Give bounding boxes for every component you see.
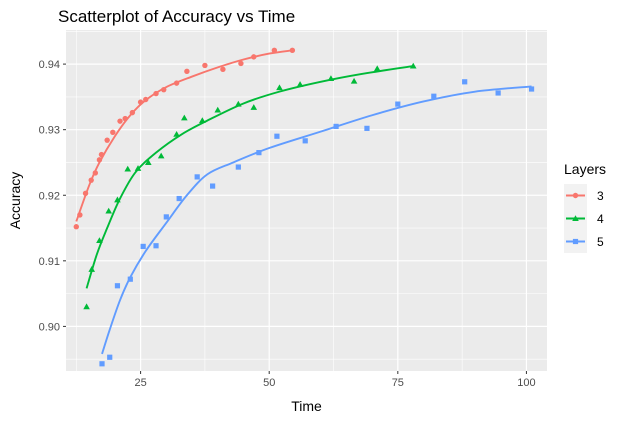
data-point-layers-5: [364, 125, 370, 131]
data-point-layers-3: [143, 96, 149, 103]
data-point-layers-5: [495, 90, 501, 96]
data-point-layers-4: [199, 117, 206, 123]
data-point-layers-5: [114, 283, 121, 289]
data-point-layers-4: [373, 65, 381, 72]
data-point-layers-3: [98, 151, 105, 158]
data-points: [73, 47, 535, 367]
data-point-layers-4: [235, 100, 242, 107]
data-point-layers-4: [181, 114, 188, 121]
data-point-layers-3: [153, 90, 159, 97]
data-point-layers-4: [173, 130, 180, 137]
data-point-layers-5: [99, 361, 105, 367]
y-tick-label: 0.94: [39, 59, 60, 71]
data-point-layers-3: [88, 177, 94, 183]
data-point-layers-3: [77, 212, 83, 218]
data-point-layers-5: [163, 214, 169, 220]
x-tick-label: 100: [517, 377, 535, 389]
data-point-layers-3: [117, 118, 123, 124]
plot-panel: [66, 30, 547, 371]
y-tick-label: 0.91: [39, 256, 60, 268]
data-point-layers-3: [137, 99, 144, 105]
legend-label: 4: [597, 212, 604, 226]
data-point-layers-5: [256, 150, 262, 156]
data-point-layers-5: [528, 86, 535, 92]
data-point-layers-4: [134, 165, 142, 171]
data-point-layers-4: [124, 165, 132, 172]
data-point-layers-4: [157, 152, 165, 159]
data-point-layers-3: [161, 86, 167, 93]
data-point-layers-4: [214, 106, 222, 113]
legend-title: Layers: [564, 161, 606, 177]
data-point-layers-5: [153, 243, 159, 249]
data-point-layers-3: [82, 190, 89, 196]
data-point-layers-3: [173, 80, 180, 86]
data-point-layers-4: [276, 84, 283, 91]
data-point-layers-5: [194, 174, 200, 180]
legend-key-layers-5: [564, 230, 587, 253]
data-point-layers-4: [88, 266, 96, 272]
grid-lines: [66, 30, 547, 371]
data-point-layers-5: [176, 195, 182, 202]
trend-line-layers-5: [101, 85, 532, 355]
data-point-layers-5: [302, 138, 308, 144]
y-axis-title: Accuracy: [7, 172, 23, 230]
data-point-layers-3: [92, 170, 99, 176]
data-point-layers-5: [127, 276, 133, 282]
data-point-layers-5: [462, 79, 468, 85]
legend: Layers 3 4 5: [564, 161, 606, 253]
data-point-layers-5: [235, 164, 241, 170]
data-point-layers-3: [202, 62, 208, 69]
legend-key-layers-4: [564, 207, 587, 230]
data-point-layers-4: [296, 81, 304, 87]
x-axis-title: Time: [291, 398, 322, 414]
data-point-layers-3: [73, 224, 79, 230]
data-point-layers-4: [250, 104, 258, 110]
data-point-layers-3: [96, 157, 103, 163]
legend-key-marker: [572, 192, 579, 199]
data-point-layers-3: [104, 137, 110, 143]
data-point-layers-3: [289, 47, 296, 54]
data-point-layers-5: [210, 183, 216, 189]
data-point-layers-5: [431, 93, 437, 99]
data-point-layers-3: [184, 68, 190, 75]
data-point-layers-3: [251, 54, 257, 60]
y-tick-label: 0.90: [39, 321, 60, 333]
data-point-layers-4: [327, 75, 335, 82]
y-tick-label: 0.92: [39, 190, 60, 202]
trend-line-layers-4: [85, 65, 414, 289]
x-tick-label: 25: [134, 377, 146, 389]
data-point-layers-4: [350, 77, 358, 84]
legend-label: 5: [597, 235, 604, 249]
data-point-layers-5: [395, 101, 401, 107]
x-tick-label: 75: [392, 377, 404, 389]
data-point-layers-4: [105, 207, 112, 214]
data-point-layers-5: [274, 133, 280, 139]
data-point-layers-4: [114, 196, 121, 203]
data-point-layers-4: [145, 159, 152, 165]
data-point-layers-4: [409, 62, 417, 69]
data-point-layers-5: [107, 354, 113, 360]
data-point-layers-4: [96, 237, 103, 243]
data-point-layers-3: [122, 115, 128, 122]
axes: 25 50 75 100 0.90 0.91 0.92 0.93 0.94: [39, 59, 536, 389]
data-point-layers-3: [220, 66, 226, 73]
legend-key-marker: [572, 238, 579, 245]
chart-title: Scatterplot of Accuracy vs Time: [58, 7, 295, 26]
data-point-layers-5: [140, 243, 146, 250]
legend-key-marker: [572, 215, 579, 221]
legend-key-layers-3: [564, 184, 587, 207]
y-tick-label: 0.93: [39, 125, 60, 137]
x-tick-label: 50: [263, 377, 275, 389]
data-point-layers-3: [129, 109, 136, 116]
data-point-layers-3: [271, 47, 278, 54]
data-point-layers-3: [110, 129, 116, 135]
data-point-layers-4: [83, 303, 90, 310]
data-point-layers-5: [333, 123, 339, 129]
legend-label: 3: [597, 189, 604, 203]
data-point-layers-3: [238, 60, 244, 67]
